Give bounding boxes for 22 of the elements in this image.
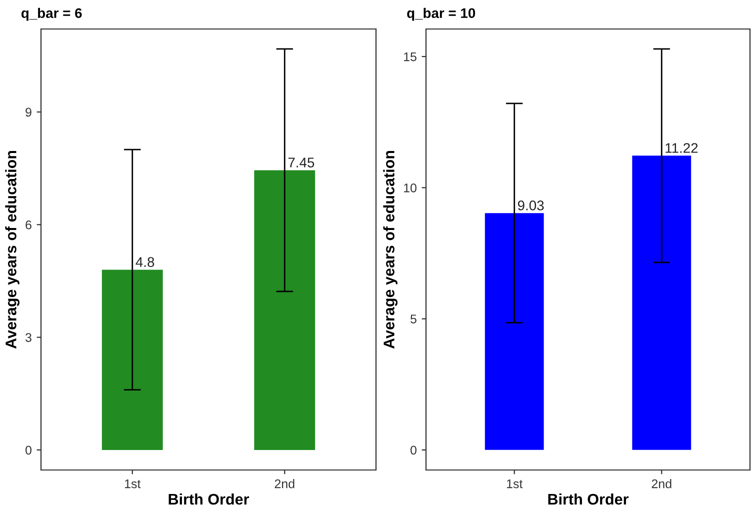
x-tick-label: 2nd (652, 479, 672, 488)
data-label: 11.22 (666, 143, 698, 153)
data-label: 9.03 (518, 200, 544, 210)
y-tick-label: 0 (26, 446, 32, 455)
data-label: 4.8 (136, 257, 154, 267)
chart-title: q_bar = 10 (407, 8, 476, 21)
data-label: 7.45 (288, 158, 314, 168)
y-tick-label: 5 (410, 314, 416, 324)
chart-title: q_bar = 6 (21, 8, 82, 21)
y-tick-label: 0 (410, 446, 416, 455)
y-axis-title: Average years of education (5, 150, 20, 349)
y-tick-label: 3 (26, 333, 32, 342)
y-tick-label: 9 (26, 108, 32, 117)
x-axis-title: Birth Order (548, 493, 629, 505)
y-axis-title: Average years of education (383, 150, 398, 349)
x-tick-label: 1st (506, 479, 523, 488)
y-tick-label: 6 (26, 220, 32, 230)
y-tick-label: 10 (404, 183, 416, 192)
x-axis-title: Birth Order (168, 493, 250, 505)
y-tick-label: 15 (404, 52, 416, 62)
x-tick-label: 1st (124, 479, 141, 488)
x-tick-label: 2nd (274, 479, 294, 488)
